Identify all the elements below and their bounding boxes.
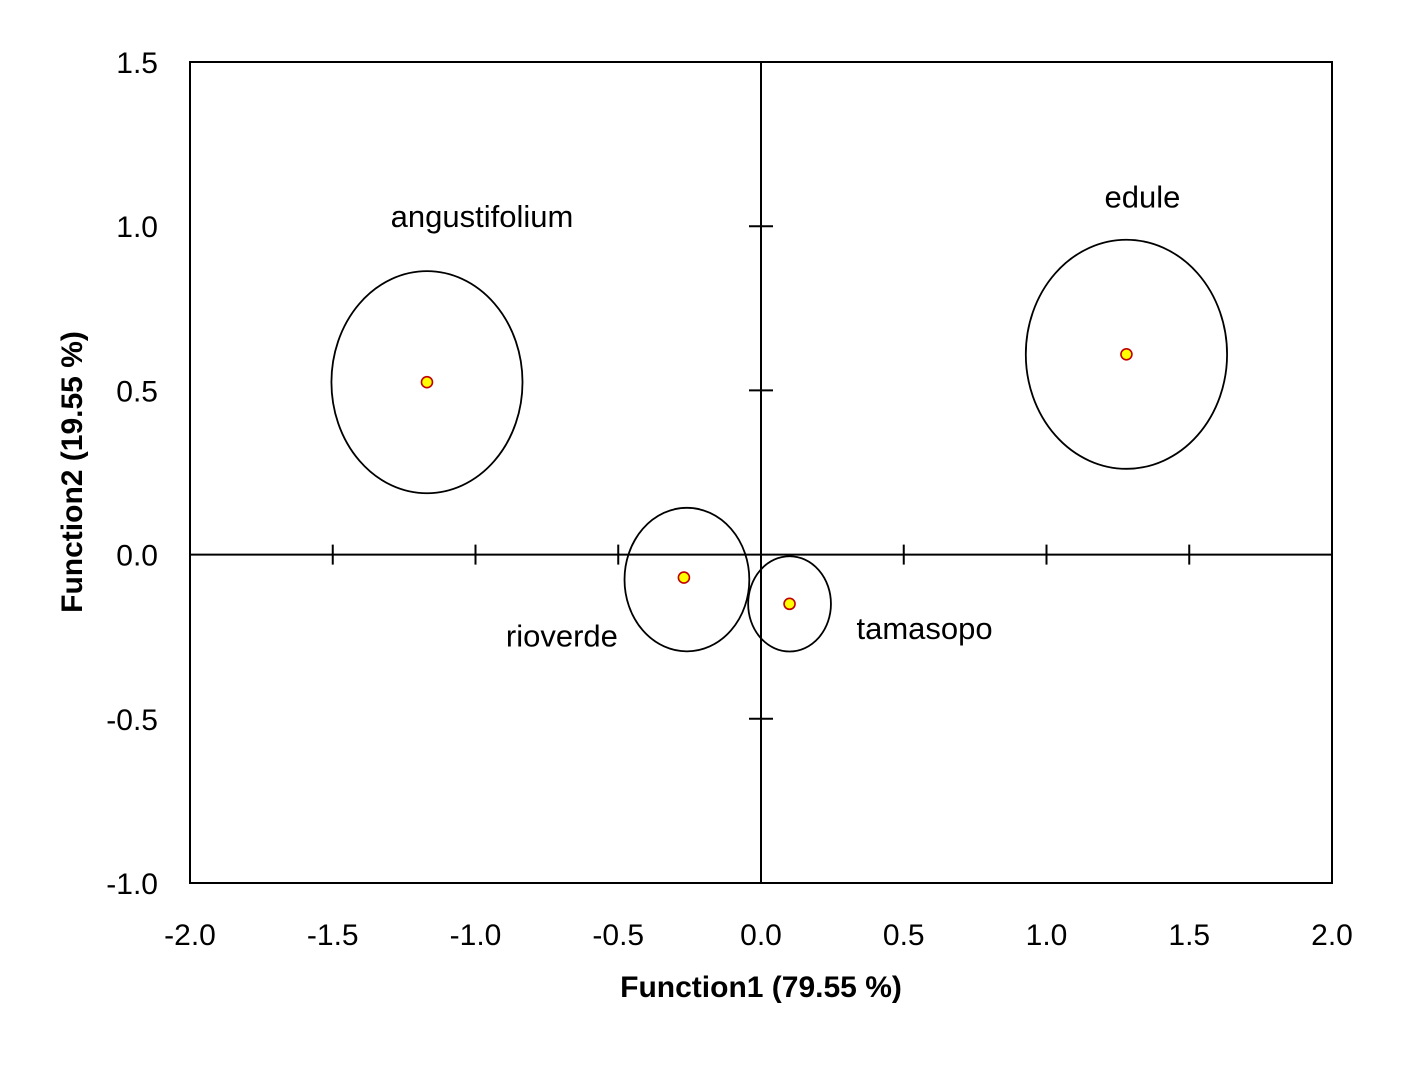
- group-label-rioverde: rioverde: [506, 618, 618, 653]
- centroid-point-tamasopo: [783, 597, 796, 611]
- y-axis-title: Function2 (19.55 %): [56, 331, 89, 613]
- x-tick-label: -0.5: [592, 919, 644, 952]
- x-tick-label: 1.0: [1026, 919, 1068, 952]
- y-tick-label: 1.5: [116, 47, 158, 80]
- y-tick-label: 1.0: [116, 211, 158, 244]
- x-tick-label: -1.0: [450, 919, 502, 952]
- centroid-point-edule: [1120, 347, 1133, 361]
- x-tick-label: 0.5: [883, 919, 925, 952]
- group-label-tamasopo: tamasopo: [856, 611, 992, 646]
- centroid-point-angustifolium: [420, 375, 434, 389]
- y-tick-label: -1.0: [106, 868, 158, 901]
- group-label-edule: edule: [1105, 180, 1181, 215]
- x-axis-title: Function1 (79.55 %): [620, 971, 902, 1004]
- x-tick-label: 0.0: [740, 919, 782, 952]
- x-tick-label: -2.0: [164, 919, 216, 952]
- centroid-point-rioverde: [677, 571, 691, 584]
- x-tick-label: 1.5: [1168, 919, 1210, 952]
- ellipse-angustifolium: [330, 270, 524, 495]
- x-tick-label: 2.0: [1311, 919, 1353, 952]
- ellipse-edule: [1024, 238, 1228, 470]
- ellipse-tamasopo: [747, 555, 832, 653]
- y-tick-label: -0.5: [106, 704, 158, 737]
- group-label-angustifolium: angustifolium: [391, 199, 574, 234]
- y-tick-label: 0.0: [116, 540, 158, 573]
- y-tick-label: 0.5: [116, 375, 158, 408]
- x-tick-label: -1.5: [307, 919, 359, 952]
- ellipse-rioverde: [623, 506, 751, 653]
